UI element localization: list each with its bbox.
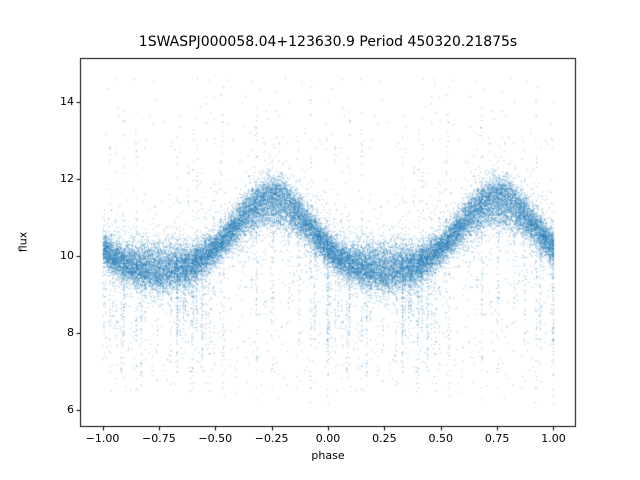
x-tick-label: −1.00 bbox=[85, 432, 120, 445]
x-tick-label: 1.00 bbox=[541, 432, 566, 445]
x-tick-label: −0.50 bbox=[198, 432, 233, 445]
x-tick-label: 0.25 bbox=[372, 432, 397, 445]
y-tick-label: 6 bbox=[67, 402, 74, 416]
x-tick-label: −0.25 bbox=[254, 432, 289, 445]
x-axis-label: phase bbox=[311, 449, 345, 462]
y-tick-label: 8 bbox=[67, 325, 74, 339]
y-axis-label: flux bbox=[16, 231, 30, 253]
y-tick-label: 14 bbox=[60, 95, 74, 109]
x-tick-label: 0.00 bbox=[315, 432, 341, 445]
y-tick-label: 10 bbox=[60, 248, 74, 262]
chart-title: 1SWASPJ000058.04+123630.9 Period 450320.… bbox=[138, 34, 518, 50]
x-tick-label: −0.75 bbox=[142, 432, 176, 445]
x-tick-label: 0.75 bbox=[484, 432, 510, 445]
y-tick-label: 12 bbox=[60, 172, 74, 186]
x-tick-label: 0.50 bbox=[428, 432, 453, 445]
